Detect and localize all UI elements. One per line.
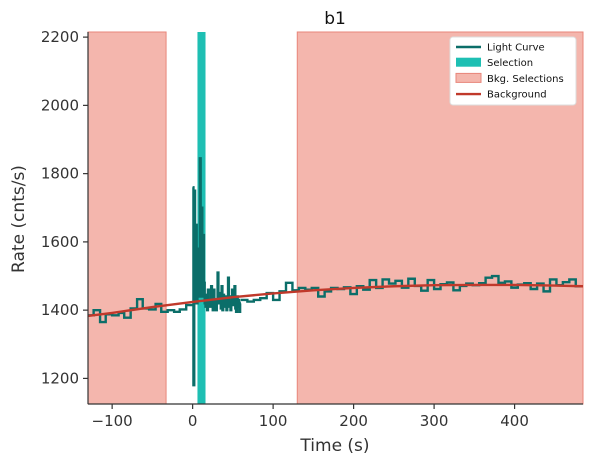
legend-swatch-patch [456, 57, 481, 67]
legend-label: Selection [487, 58, 533, 69]
y-tick-label: 2200 [41, 28, 79, 46]
bkg-selection-region-1 [87, 31, 167, 405]
legend-swatch-patch [455, 72, 482, 83]
light-curve-series-fine [192, 157, 242, 387]
legend-frame [449, 36, 577, 106]
x-axis-title: Time (s) [299, 436, 369, 456]
x-tick-label: 100 [259, 412, 288, 430]
y-axis-title: Rate (cnts/s) [9, 165, 29, 273]
legend: Light Curve Selection Bkg. Selections Backg… [449, 36, 577, 106]
background-model-line [87, 283, 584, 318]
legend-label: Light Curve [487, 43, 545, 54]
x-tick-label: 200 [339, 412, 368, 430]
light-curve-series-pre [88, 298, 193, 324]
y-tick-label: 1800 [41, 165, 79, 183]
axes-layer: −100 0 100 200 300 400 1200 1400 1600 1800 2000 220… [41, 28, 583, 430]
x-tick-label: 300 [420, 412, 449, 430]
legend-label: Background [487, 90, 547, 101]
y-tick-label: 1600 [41, 233, 79, 251]
y-tick-label: 1400 [41, 301, 79, 319]
y-tick-label: 2000 [41, 96, 79, 114]
y-tick-label: 1200 [41, 369, 79, 387]
legend-label: Bkg. Selections [487, 74, 564, 85]
x-tick-label: −100 [92, 412, 133, 430]
x-tick-label: 0 [188, 412, 198, 430]
background-model-layer [87, 283, 584, 318]
x-tick-label: 400 [500, 412, 529, 430]
chart-title: b1 [324, 9, 346, 29]
